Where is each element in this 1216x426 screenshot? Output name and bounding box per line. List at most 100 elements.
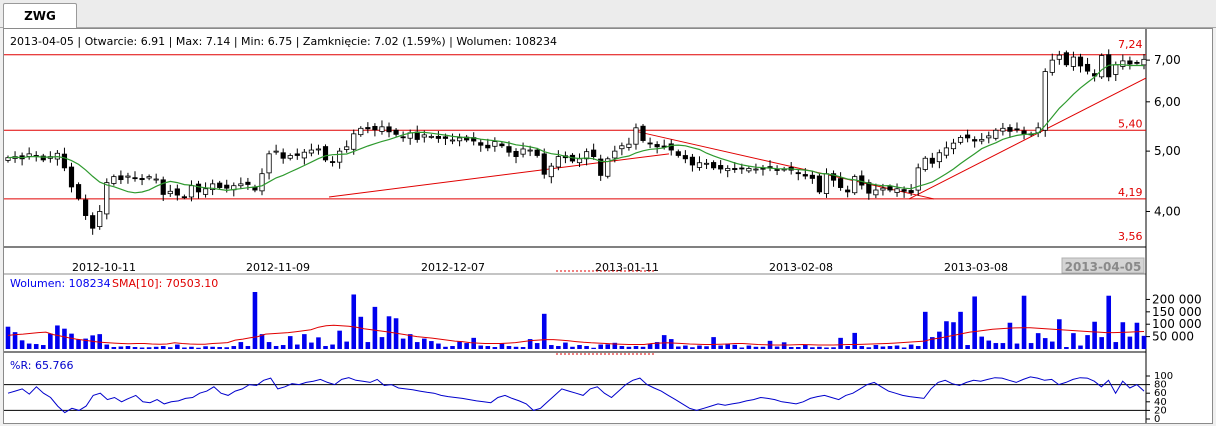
date-label-2: 2012-12-07 xyxy=(421,261,485,274)
price-levels xyxy=(4,54,1146,200)
candle-35 xyxy=(252,184,258,193)
volume-bar-126 xyxy=(894,345,900,349)
volume-bar-80 xyxy=(570,346,575,349)
volume-bar-111 xyxy=(788,347,794,349)
candle-51 xyxy=(365,122,371,134)
volume-bar-153 xyxy=(1085,335,1090,349)
candle-17 xyxy=(125,172,131,184)
candle-85 xyxy=(605,156,611,179)
candle-65 xyxy=(464,134,470,143)
candle-58 xyxy=(414,125,420,143)
volume-bar-118 xyxy=(838,337,843,349)
volume-bar-104 xyxy=(739,347,745,349)
candle-43 xyxy=(308,143,314,157)
candle-9 xyxy=(68,162,75,193)
candle-44 xyxy=(315,144,322,155)
volume-bar-143 xyxy=(1014,343,1020,349)
wr-ytick-label-4: 80 xyxy=(1154,380,1167,391)
candle-105 xyxy=(746,166,752,174)
volume-bar-96 xyxy=(683,345,688,349)
volume-bar-75 xyxy=(534,343,540,349)
volume-bar-83 xyxy=(591,347,596,349)
volume-bar-4 xyxy=(33,344,39,349)
volume-bar-36 xyxy=(259,334,265,349)
candle-5 xyxy=(40,153,46,163)
volume-bar-147 xyxy=(1042,338,1048,349)
candle-117 xyxy=(830,170,837,187)
volume-bar-37 xyxy=(266,342,272,349)
volume-bar-131 xyxy=(930,337,935,349)
candle-84 xyxy=(598,154,604,181)
volume-bar-64 xyxy=(457,341,462,349)
candle-20 xyxy=(146,174,152,181)
volume-bar-50 xyxy=(358,316,364,349)
candle-153 xyxy=(1084,57,1091,75)
volume-bar-58 xyxy=(414,342,420,349)
volume-bar-48 xyxy=(344,341,349,349)
volume-bar-94 xyxy=(668,339,674,349)
volume-bar-115 xyxy=(817,346,822,349)
candle-25 xyxy=(181,194,187,200)
volume-bar-142 xyxy=(1007,322,1013,349)
volume-bar-100 xyxy=(711,337,716,349)
candle-134 xyxy=(950,138,957,155)
candle-152 xyxy=(1077,53,1084,73)
volume-bar-63 xyxy=(450,346,455,349)
candle-139 xyxy=(986,131,992,144)
candle-39 xyxy=(280,148,286,164)
candle-102 xyxy=(725,165,731,178)
candle-95 xyxy=(675,149,681,158)
volume-bar-20 xyxy=(146,347,152,349)
volume-bar-25 xyxy=(182,347,187,349)
price-ytick-label-0: 4,00 xyxy=(1154,204,1181,218)
candle-128 xyxy=(908,184,914,196)
candle-77 xyxy=(548,162,554,184)
volume-bar-132 xyxy=(937,331,942,349)
candle-57 xyxy=(407,129,413,145)
candle-40 xyxy=(287,153,293,161)
volume-bar-65 xyxy=(464,343,469,349)
candle-72 xyxy=(513,148,519,164)
volume-bar-89 xyxy=(633,346,639,349)
wr-ytick-label-2: 40 xyxy=(1154,397,1167,408)
candle-8 xyxy=(61,147,68,172)
volume-sma-line xyxy=(7,324,1145,346)
volume-bar-154 xyxy=(1092,321,1097,349)
price-y-axis: 4,00 5,00 6,00 7,00 xyxy=(1146,53,1181,218)
candle-47 xyxy=(337,147,343,169)
volume-bar-135 xyxy=(958,311,963,349)
volume-bar-53 xyxy=(379,337,385,349)
volume-bar-158 xyxy=(1120,322,1126,349)
volume-bar-99 xyxy=(704,346,709,349)
volume-bar-59 xyxy=(422,338,427,349)
candle-90 xyxy=(640,124,646,143)
volume-bar-43 xyxy=(309,342,314,349)
candle-50 xyxy=(358,126,364,137)
tab-zwg[interactable]: ZWG xyxy=(3,3,77,29)
volume-bar-1 xyxy=(12,332,18,349)
candle-97 xyxy=(689,153,696,172)
candle-52 xyxy=(372,123,378,137)
volume-bar-54 xyxy=(386,316,392,349)
volume-bar-85 xyxy=(605,344,611,349)
candle-150 xyxy=(1063,50,1069,67)
candle-100 xyxy=(711,160,717,171)
candle-119 xyxy=(845,185,851,198)
candle-16 xyxy=(118,170,124,184)
candle-96 xyxy=(682,150,688,164)
volume-bar-92 xyxy=(654,342,660,349)
volume-bar-34 xyxy=(245,346,251,349)
price-ytick-label-1: 5,00 xyxy=(1154,144,1181,158)
date-label-3: 2013-01-11 xyxy=(595,261,659,274)
date-label-1: 2012-11-09 xyxy=(246,261,310,274)
volume-bar-11 xyxy=(83,338,88,349)
volume-bar-12 xyxy=(90,335,95,349)
volume-bar-136 xyxy=(965,345,970,349)
trend-line-1 xyxy=(635,130,935,200)
volume-bar-152 xyxy=(1078,345,1083,349)
price-ytick-label-2: 6,00 xyxy=(1154,95,1181,109)
wr-ytick-label-1: 20 xyxy=(1154,405,1167,416)
candle-15 xyxy=(111,174,117,186)
candle-29 xyxy=(210,179,216,196)
candle-37 xyxy=(266,150,272,180)
